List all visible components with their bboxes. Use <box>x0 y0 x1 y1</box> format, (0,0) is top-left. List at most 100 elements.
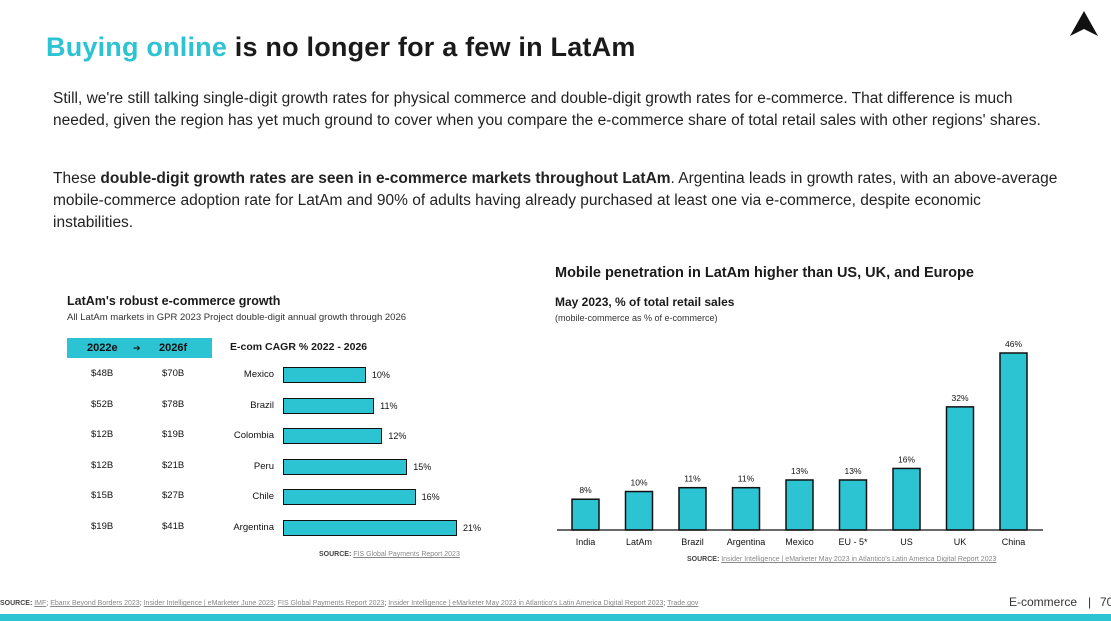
mobile-bar <box>731 486 761 531</box>
arrow-right-icon: ➔ <box>133 342 141 353</box>
market-2026f-value: $21B <box>162 459 185 471</box>
footer-source-link[interactable]: Insider Intelligence | eMarketer June 20… <box>143 600 274 607</box>
right-chart-source: SOURCE: Insider Intelligence | eMarketer… <box>687 556 996 563</box>
cagr-bar <box>283 458 408 475</box>
footer-source-separator: ; <box>663 600 668 607</box>
bar-value-label: 32% <box>951 393 968 403</box>
bar-category-label: Colombia <box>233 430 274 442</box>
intro-paragraph: Still, we're still talking single-digit … <box>53 90 1041 129</box>
bar-value-label: 21% <box>463 523 482 533</box>
market-2022e-value: $15B <box>91 490 114 502</box>
bar-value-label: 16% <box>421 492 440 503</box>
footer-source-label: SOURCE: <box>0 600 33 607</box>
mobile-bar <box>945 406 975 531</box>
bar-value-label: 11% <box>684 474 701 484</box>
bar-category-label: Peru <box>253 460 274 472</box>
bar-category-label: Brazil <box>681 537 704 547</box>
mobile-bar <box>624 490 654 531</box>
page-number: 70 <box>1100 595 1111 609</box>
bar-value-label: 11% <box>380 400 398 411</box>
market-2022e-value: $48B <box>91 368 114 379</box>
bar-value-label: 16% <box>898 454 915 464</box>
bar-value-label: 8% <box>579 485 592 495</box>
right-chart-subtitle: May 2023, % of total retail sales <box>555 295 735 309</box>
growth-paragraph: These double-digit growth rates are seen… <box>53 168 1058 234</box>
left-chart-source: SOURCE: FIS Global Payments Report 2023 <box>319 551 460 558</box>
mobile-bar <box>999 352 1028 531</box>
cagr-bar <box>283 520 457 536</box>
growth-paragraph-post: . Argentina leads in growth rates, with … <box>53 170 1058 231</box>
footer-separator: | <box>1088 595 1092 609</box>
title-accent: Buying online <box>46 32 228 62</box>
cagr-bar <box>283 428 383 445</box>
right-source-label: SOURCE: <box>687 556 720 563</box>
bar-value-label: 10% <box>371 370 390 380</box>
footer-source-separator: ; <box>46 600 51 607</box>
bar-category-label: Argentina <box>727 537 766 547</box>
mobile-bar <box>892 467 921 531</box>
left-source-label: SOURCE: <box>319 551 352 558</box>
mobile-bar <box>838 479 868 531</box>
market-2026f-value: $41B <box>162 521 185 532</box>
bar-value-label: 13% <box>844 466 861 476</box>
bottom-accent-bar <box>0 614 1111 621</box>
cagr-bar <box>283 367 366 383</box>
bar-value-label: 12% <box>388 431 407 442</box>
right-chart-title: Mobile penetration in LatAm higher than … <box>555 265 974 281</box>
year-to-label: 2026f <box>159 342 188 354</box>
bar-category-label: Chile <box>252 491 274 503</box>
market-2026f-value: $78B <box>162 398 185 410</box>
cagr-bar <box>283 489 416 506</box>
market-2026f-value: $27B <box>162 490 185 502</box>
mobile-bar <box>678 486 707 531</box>
bar-category-label: EU - 5* <box>838 537 868 547</box>
cagr-header: E-com CAGR % 2022 - 2026 <box>230 341 368 353</box>
footer-sources: SOURCE: IMF; Ebanx Beyond Borders 2023; … <box>0 600 698 607</box>
market-2022e-value: $52B <box>91 398 114 410</box>
growth-paragraph-pre: These <box>53 170 101 187</box>
left-chart-subtitle: All LatAm markets in GPR 2023 Project do… <box>67 312 407 323</box>
bar-category-label: US <box>900 537 913 547</box>
footer-source-link[interactable]: Ebanx Beyond Borders 2023 <box>50 600 140 607</box>
bar-value-label: 46% <box>1005 339 1022 349</box>
market-2022e-value: $12B <box>91 459 114 471</box>
footer-section: E-commerce <box>1009 595 1078 609</box>
market-2026f-value: $19B <box>162 429 185 441</box>
year-header: 2022e ➔ 2026f <box>67 338 212 358</box>
mobile-penetration-chart: 8% India 10% LatAm 11% Brazil 11% Argentina 13% M… <box>557 339 1043 547</box>
market-2022e-value: $12B <box>91 429 114 441</box>
bar-category-label: UK <box>954 537 967 547</box>
bar-category-label: Brazil <box>250 399 274 411</box>
footer-source-link[interactable]: Insider Intelligence | eMarketer May 202… <box>388 600 664 607</box>
bar-category-label: India <box>576 537 596 547</box>
page-title: Buying online is no longer for a few in … <box>46 32 636 63</box>
footer-source-separator: ; <box>273 600 278 607</box>
left-source-link[interactable]: FIS Global Payments Report 2023 <box>353 551 460 558</box>
year-from-label: 2022e <box>87 342 118 354</box>
bar-value-label: 13% <box>791 466 808 476</box>
right-chart-note: (mobile-commerce as % of e-commerce) <box>555 313 718 323</box>
bar-value-label: 10% <box>630 478 647 488</box>
bar-category-label: Mexico <box>243 369 274 380</box>
footer-source-link[interactable]: IMF <box>34 600 47 607</box>
footer-source-link[interactable]: Trade.gov <box>667 600 699 607</box>
bar-value-label: 15% <box>413 461 432 472</box>
bar-category-label: Mexico <box>785 537 814 547</box>
bar-value-label: 11% <box>738 474 755 484</box>
market-2022e-value: $19B <box>91 521 114 532</box>
market-2026f-value: $70B <box>162 368 185 379</box>
footer-source-link[interactable]: FIS Global Payments Report 2023 <box>277 600 385 607</box>
footer-source-separator: ; <box>384 600 389 607</box>
right-source-link[interactable]: Insider Intelligence | eMarketer May 202… <box>721 556 997 563</box>
bar-category-label: China <box>1002 537 1026 547</box>
bar-category-label: Argentina <box>233 522 274 533</box>
bar-category-label: LatAm <box>626 537 652 547</box>
footer-source-separator: ; <box>139 600 144 607</box>
brand-logo-icon <box>1070 11 1098 36</box>
title-rest: is no longer for a few in LatAm <box>227 32 636 62</box>
left-chart-title: LatAm's robust e-commerce growth <box>67 294 281 308</box>
growth-paragraph-bold: double-digit growth rates are seen in e-… <box>100 170 671 187</box>
cagr-bar <box>283 397 375 414</box>
mobile-bar <box>785 479 814 531</box>
mobile-bar <box>571 498 600 531</box>
